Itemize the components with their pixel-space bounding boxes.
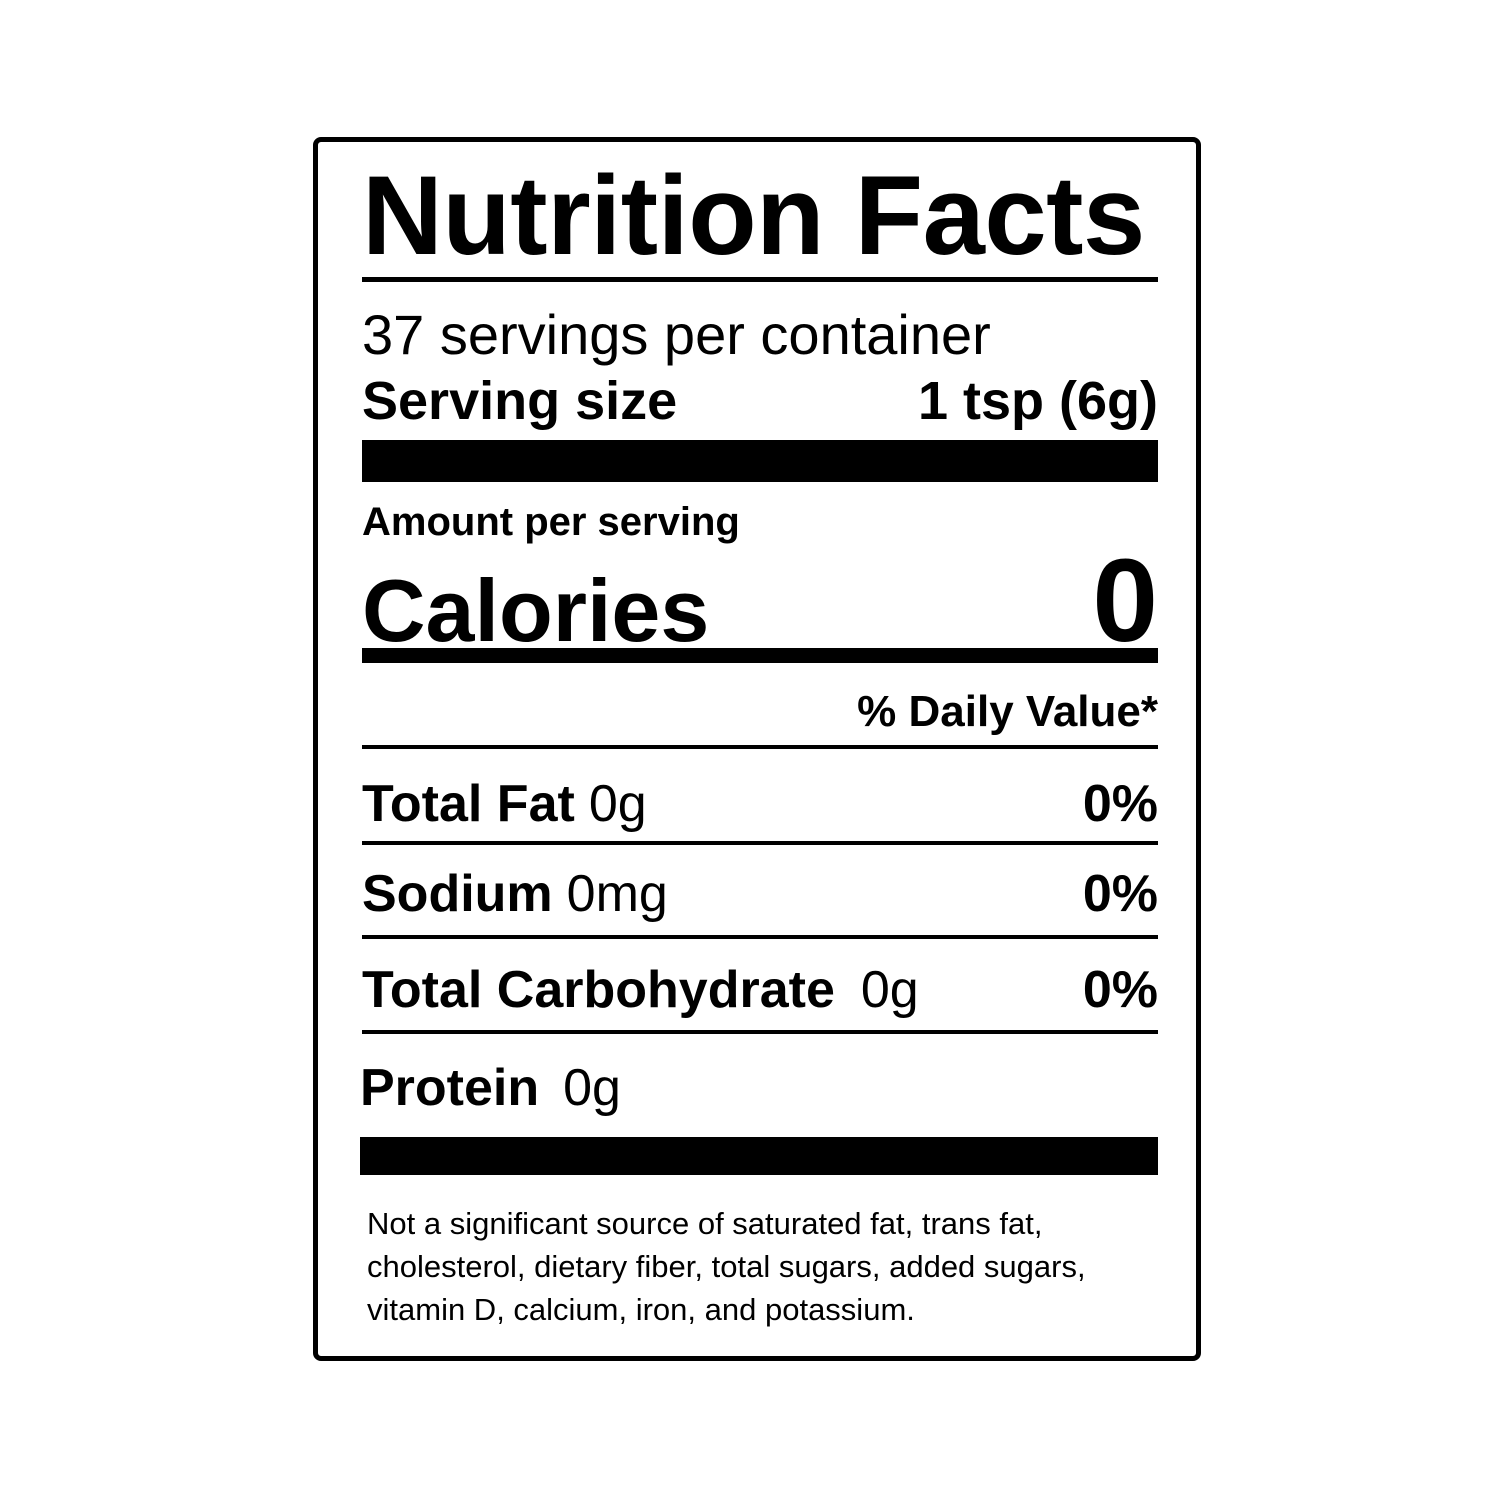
nutrient-name: Protein [360,1059,540,1117]
serving-size-label: Serving size [362,371,678,431]
divider [362,841,1158,845]
divider [362,935,1158,939]
nutrient-amount: 0mg [566,865,668,923]
nutrient-dv: 0% [1082,865,1158,923]
medium-divider [362,648,1158,663]
thick-divider [362,440,1158,482]
calories-label: Calories [362,561,710,660]
daily-value-header: % Daily Value* [857,687,1158,736]
calories-value: 0 [1092,535,1158,667]
nutrient-amount: 0g [860,961,919,1019]
label-title: Nutrition Facts [362,153,1145,278]
nutrient-amount: 0g [588,775,647,833]
footnote: Not a significant source of saturated fa… [367,1206,1086,1327]
nutrient-dv: 0% [1082,961,1158,1019]
thick-divider [360,1137,1158,1175]
nutrient-name: Total Carbohydrate [362,961,835,1019]
nutrient-row: Total Fat 0g 0% [362,778,1158,830]
divider [362,277,1158,282]
serving-size-value: 1 tsp (6g) [917,371,1158,431]
nutrient-row: Sodium 0mg 0% [362,868,1158,920]
nutrient-row: Protein 0g [360,1062,1158,1114]
nutrient-name: Sodium [362,865,553,923]
divider [362,1030,1158,1034]
nutrient-name: Total Fat [362,775,575,833]
amount-per-serving: Amount per serving [362,500,740,544]
servings-per-container: 37 servings per container [362,303,991,366]
nutrient-amount: 0g [563,1059,621,1117]
serving-size-row: Serving size 1 tsp (6g) [362,374,1158,428]
calories-row: Calories 0 [362,542,1158,660]
nutrition-facts-label: Nutrition Facts 37 servings per containe… [313,137,1201,1361]
nutrient-dv: 0% [1082,775,1158,833]
nutrient-row: Total Carbohydrate 0g 0% [362,964,1158,1016]
divider [362,745,1158,749]
